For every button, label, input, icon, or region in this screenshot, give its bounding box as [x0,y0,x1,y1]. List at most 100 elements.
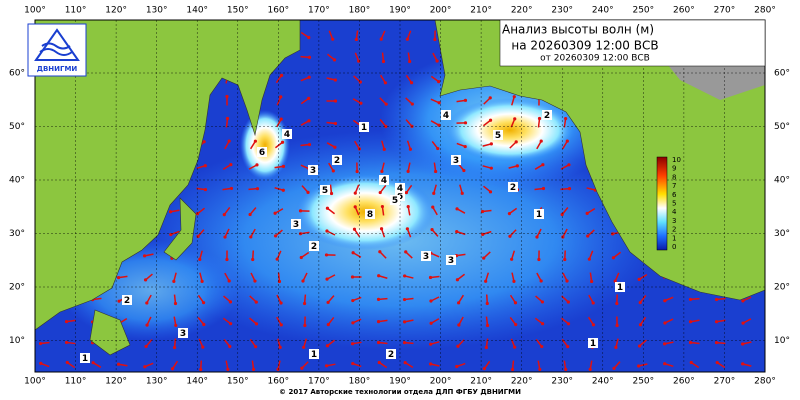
contour-label-bg [615,282,625,292]
lon-label: 100° [24,6,46,16]
arrow-head [222,212,226,217]
arrow-head [564,367,568,372]
arrow-head [455,364,459,369]
arrow-head [379,227,384,231]
contour-label: 6 [259,148,265,158]
colorbar-label: 1 [672,234,676,242]
arrow-head [255,163,259,167]
wave-max [445,98,575,162]
arrow-head [563,257,567,262]
arrow-head [663,362,667,366]
contour-label: 2 [510,183,516,193]
arrow-head [463,121,468,125]
arrow-head [324,364,329,368]
arrow-head [482,256,486,260]
contour-label: 4 [397,184,403,194]
arrow-head [455,278,460,282]
contour-label-bg [309,349,319,359]
arrow-head [38,341,43,346]
arrow-head [638,323,643,327]
arrow-head [325,277,329,281]
arrow-head [406,204,410,209]
arrow-head [741,321,745,325]
lon-label: 210° [470,6,492,16]
arrow-head [273,234,278,238]
land-north-america [434,20,765,301]
arrow-head [354,37,358,42]
arrow-head [145,323,149,327]
arrow-head [281,164,286,168]
contour-label-bg [282,129,292,139]
arrow-head [741,362,745,366]
contour-label: 2 [311,242,317,252]
arrow-head [434,169,438,174]
arrow-head [539,139,543,143]
arrow-head [429,342,433,346]
arrow-head [481,232,485,236]
footer: © 2017 Авторские технологии отдела ДЛП Ф… [279,388,521,396]
arrow-head [463,144,467,149]
arrow-head [254,345,258,349]
contour-label-bg [534,209,544,219]
arrow-head [351,298,355,303]
lon-label: 110° [65,6,87,16]
arrow-head [253,139,257,143]
arrow-head [480,209,485,214]
contour-label: 5 [322,186,328,196]
arrow-head [741,299,745,303]
contour-label: 5 [495,131,501,141]
colorbar-label: 9 [672,165,676,173]
lon-label: 280° [754,6,776,16]
arrow-head [376,297,381,301]
lon-label: 120° [105,6,127,16]
arrow-head [437,101,441,105]
contour-label: 3 [180,329,186,339]
arrow-head [64,340,69,345]
arrow-head [307,96,311,101]
arrow-head [485,323,490,328]
lon-label: 150° [227,377,249,387]
arrow-head [303,323,307,328]
contour-label-bg [359,122,369,132]
contour-label-bg [508,182,518,192]
arrow-head [714,320,719,324]
lon-label: 270° [714,6,736,16]
arrow-head [331,169,335,173]
arrow-head [404,250,408,254]
map-frame [34,19,766,373]
contour-label: 1 [590,339,596,349]
arrow-head [457,323,461,327]
arrow-head [203,187,208,192]
contour-label-bg [386,349,396,359]
contour-label-bg [257,147,267,157]
lon-label: 240° [592,6,614,16]
arrow-head [201,345,205,349]
arrow-head [513,117,517,121]
arrow-head [307,75,311,79]
lon-label: 270° [714,377,736,387]
arrow-head [565,139,569,143]
arrow-head [460,191,464,195]
lat-label: 30° [9,229,25,239]
arrow-head [537,116,542,121]
lat-label: 40° [9,176,25,186]
arrow-head [714,340,719,345]
arrow-head [405,37,409,41]
arrow-head [143,278,148,282]
arrow-head [376,320,381,324]
arrow-head [279,117,283,121]
arrow-head [663,299,667,303]
arrow-head [358,80,362,84]
arrow-head [91,361,95,365]
arrow-head [404,191,408,195]
arrow-head [408,147,413,151]
lat-label: 10° [9,336,25,346]
contour-label-bg [421,251,431,261]
arrow-head [380,169,384,173]
arrow-head [611,256,616,260]
lon-label: 180° [349,377,371,387]
header-issued: от 20260309 12:00 ВСВ [540,54,650,64]
arrow-head [689,360,693,365]
arrow-head [403,274,407,278]
arrow-head [174,323,178,328]
